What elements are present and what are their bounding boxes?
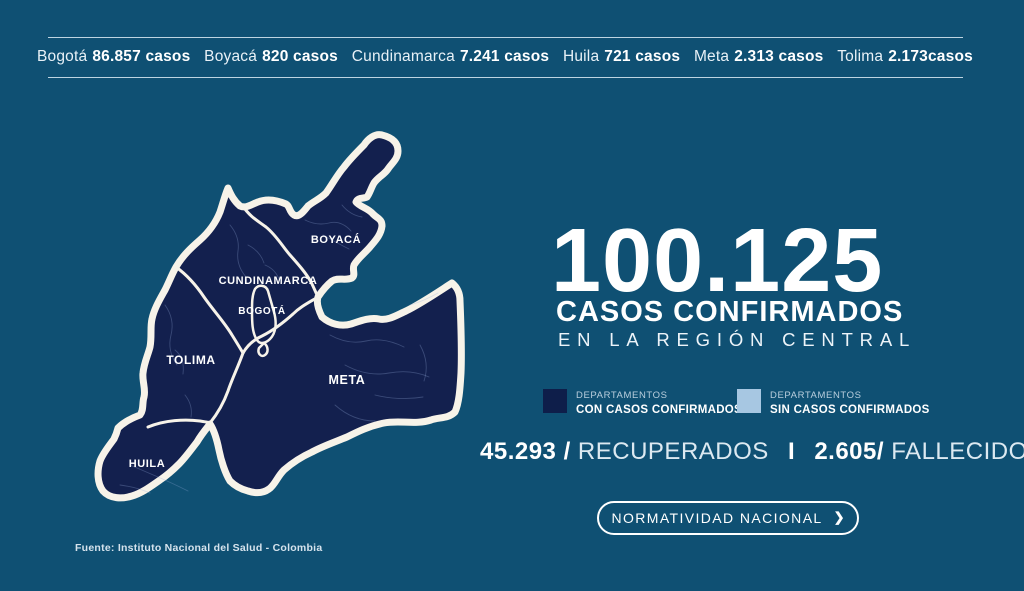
normatividad-nacional-label: NORMATIVIDAD NACIONAL: [611, 510, 823, 526]
normatividad-nacional-button[interactable]: NORMATIVIDAD NACIONAL ❯: [597, 501, 859, 535]
map-label-bogota: BOGOTÁ: [238, 304, 286, 317]
deceased-value: 2.605/: [814, 438, 885, 465]
map-label-huila: HUILA: [129, 458, 166, 470]
dept-stat-meta: Meta 2.313 casos: [693, 48, 824, 65]
region-subtitle: EN LA REGIÓN CENTRAL: [558, 329, 917, 350]
chevron-right-icon: ❯: [833, 509, 845, 525]
legend-swatch-not-confirmed: [737, 389, 761, 413]
source-attribution: Fuente: Instituto Nacional del Salud - C…: [75, 542, 323, 554]
map-region-shape[interactable]: [94, 131, 465, 502]
recovered-value: 45.293 /: [480, 438, 571, 465]
map-label-tolima: TOLIMA: [166, 353, 215, 367]
map-label-meta: META: [329, 373, 366, 387]
bogota-outline[interactable]: [250, 284, 277, 358]
top-divider: [48, 37, 963, 38]
dept-stat-huila: Huila 721 casos: [562, 48, 681, 65]
dept-stat-bogota: Bogotá 86.857 casos: [37, 48, 191, 65]
department-stats-bar: Bogotá 86.857 casos Boyacá 820 casos Cundi…: [37, 44, 973, 70]
legend-confirmed-line2: CON CASOS CONFIRMADOS: [576, 403, 743, 416]
legend-not-confirmed-line2: SIN CASOS CONFIRMADOS: [770, 403, 930, 416]
dept-stat-cundinamarca: Cundinamarca 7.241 casos: [351, 48, 550, 65]
department-borders: [146, 203, 320, 429]
total-confirmed-count: 100.125: [551, 211, 884, 311]
legend-swatch-confirmed: [543, 389, 567, 413]
recovered-label: RECUPERADOS: [577, 438, 769, 465]
stats-separator: I: [787, 438, 796, 465]
map-label-cundinamarca: CUNDINAMARCA: [219, 275, 318, 287]
deceased-label: FALLECIDOS: [891, 438, 1024, 465]
confirmed-cases-title: CASOS CONFIRMADOS: [556, 296, 904, 328]
recovered-deceased-stats: 45.293 / RECUPERADOS I 2.605/ FALLECIDOS: [480, 438, 1024, 466]
legend-not-confirmed-line1: DEPARTAMENTOS: [770, 390, 862, 401]
central-region-map[interactable]: BOYACÁ CUNDINAMARCA BOGOTÁ TOLIMA META H…: [80, 105, 480, 545]
dept-stat-tolima: Tolima 2.173casos: [837, 48, 973, 65]
map-label-boyaca: BOYACÁ: [311, 233, 361, 246]
municipal-boundaries: [119, 204, 439, 494]
legend-not-confirmed: DEPARTAMENTOS SIN CASOS CONFIRMADOS: [737, 389, 930, 417]
bottom-divider: [48, 77, 963, 78]
dept-stat-boyaca: Boyacá 820 casos: [204, 48, 338, 65]
legend-confirmed: DEPARTAMENTOS CON CASOS CONFIRMADOS: [543, 389, 742, 417]
legend-confirmed-line1: DEPARTAMENTOS: [576, 390, 668, 401]
